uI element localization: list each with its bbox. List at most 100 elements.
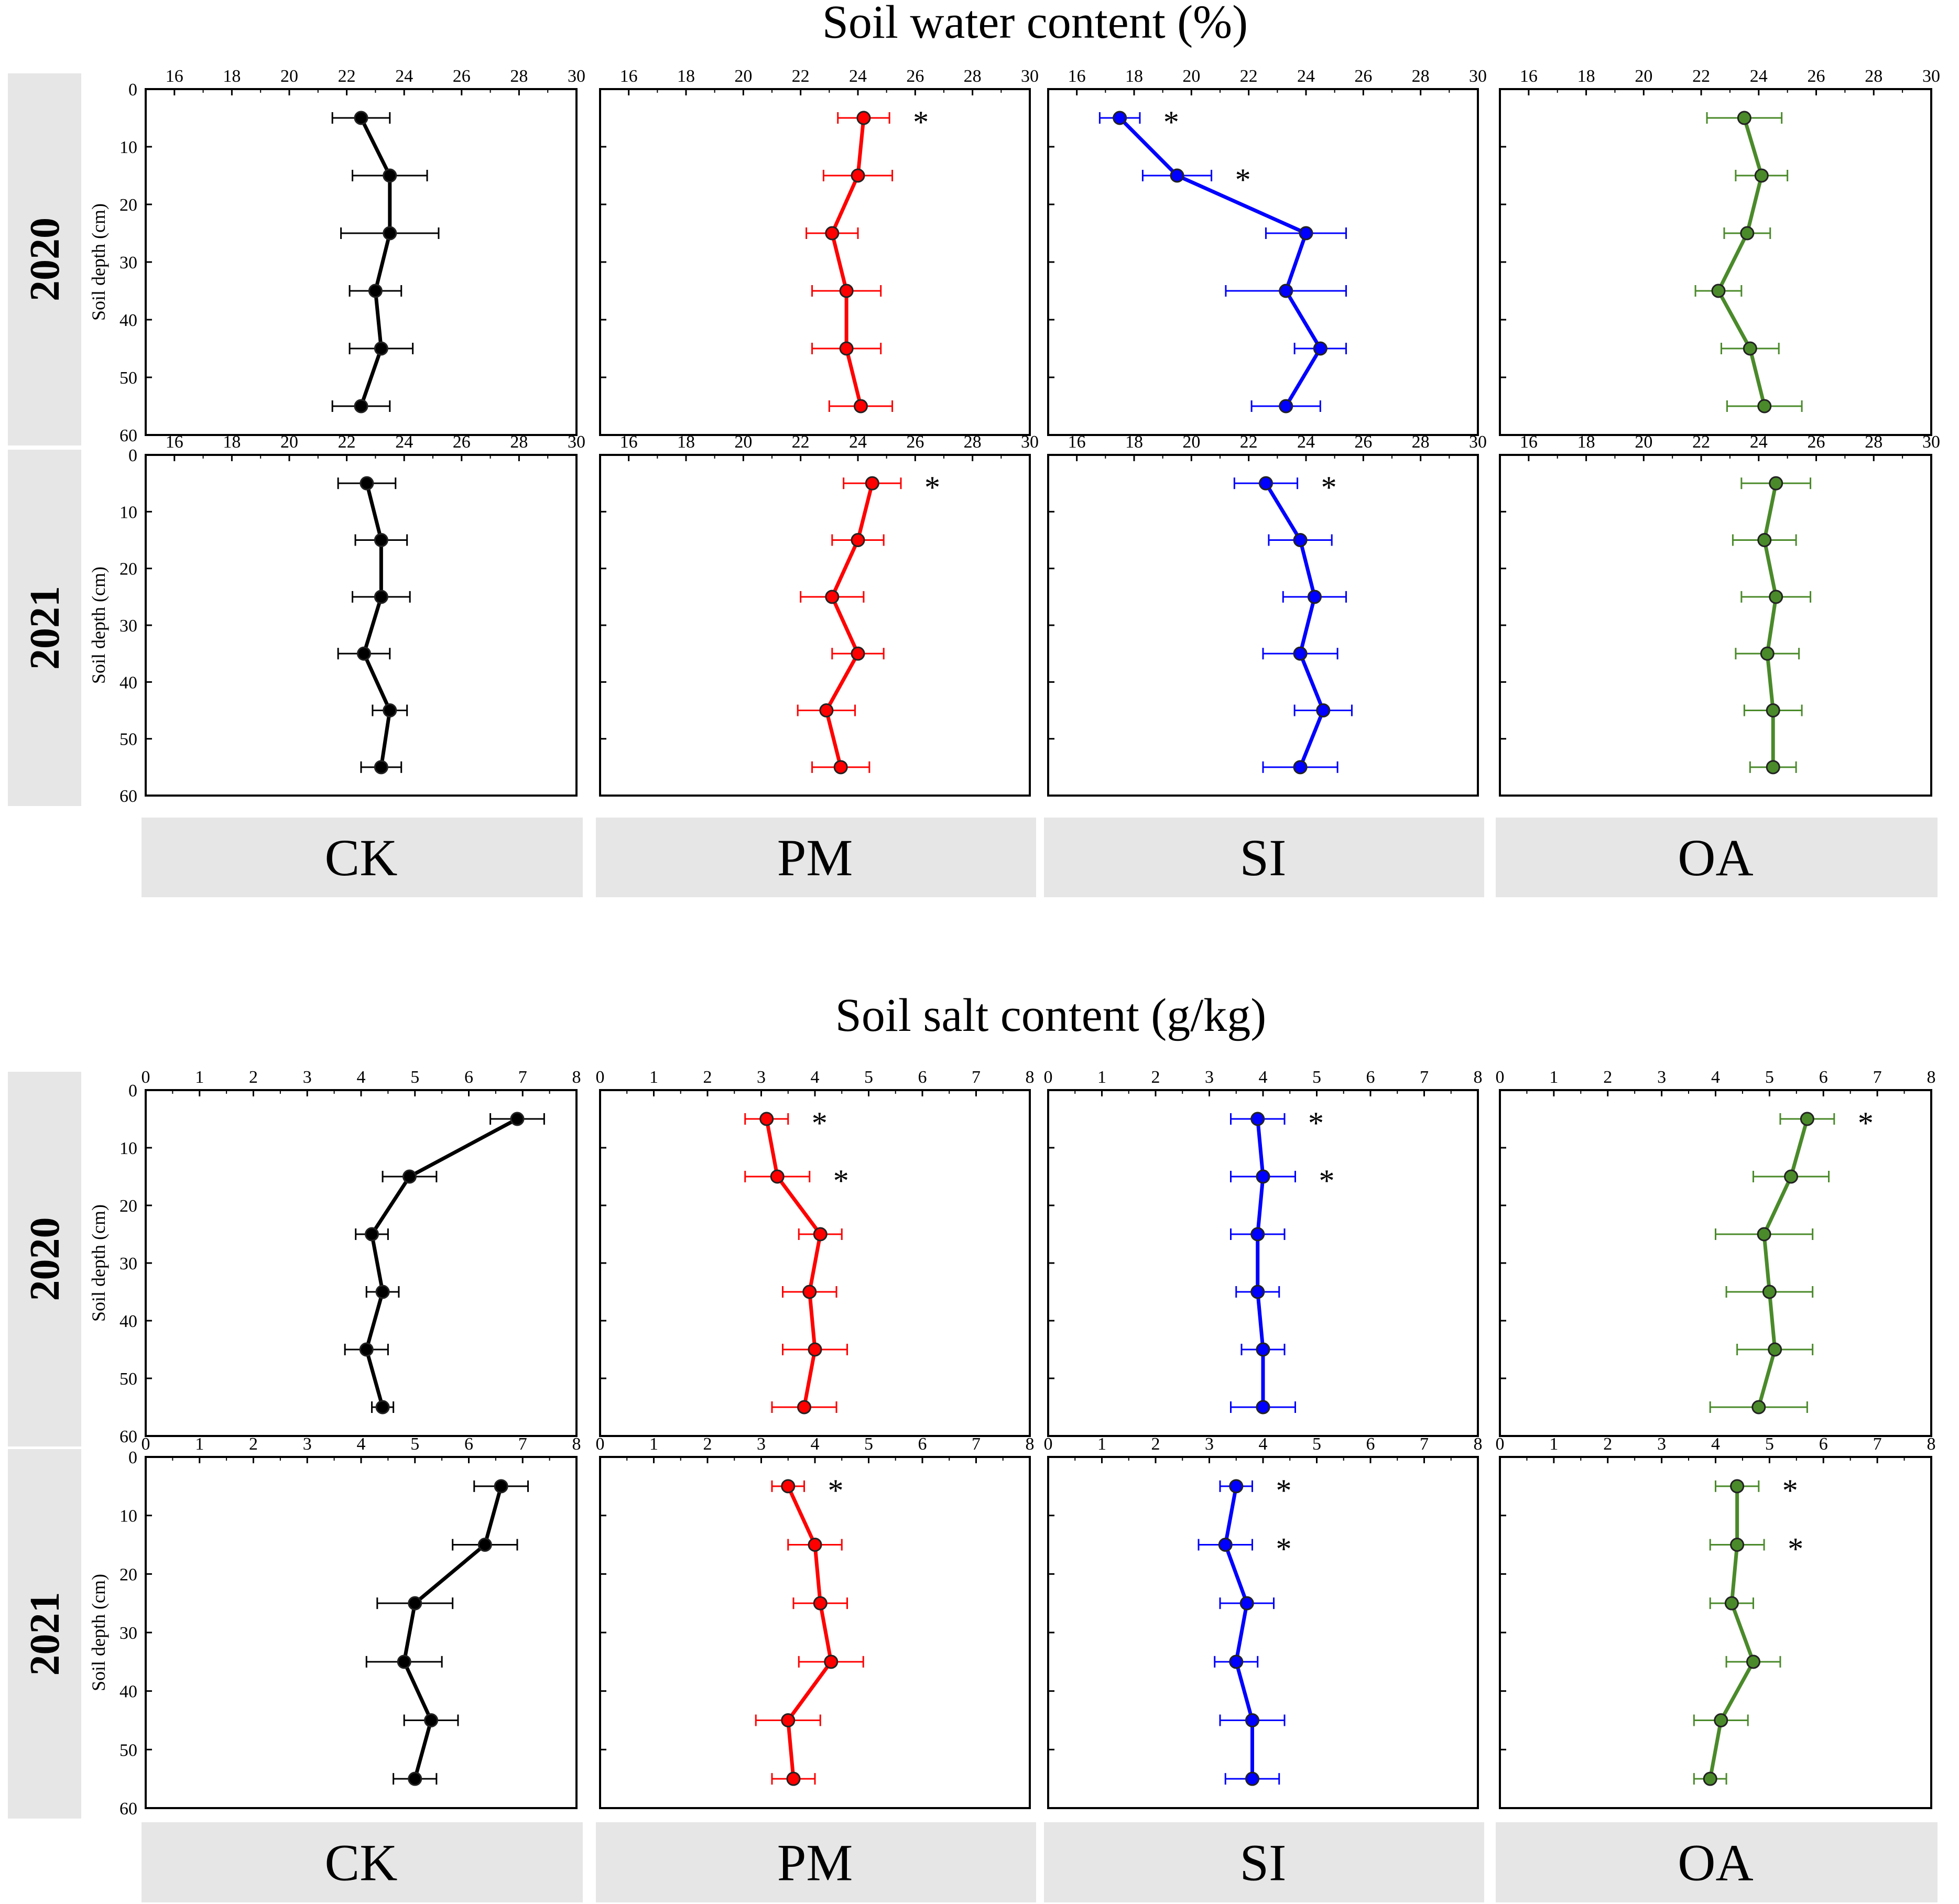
x-tick-label: 26 — [1808, 67, 1825, 86]
x-tick-label: 3 — [303, 1068, 312, 1087]
x-tick-label: 0 — [1044, 1434, 1053, 1454]
treatment-label-pm: PM — [777, 1834, 853, 1892]
treatment-label-pm: PM — [777, 829, 853, 887]
series-line-ck — [359, 117, 392, 407]
panel-si-2020: 0 1 2 3 4 5 6 7 8 * * — [1044, 1068, 1483, 1437]
x-tick-label: 5 — [1765, 1068, 1774, 1087]
plot-frame — [1499, 88, 1932, 436]
x-tick-label: 26 — [453, 67, 471, 86]
data-point — [1769, 476, 1783, 491]
y-tick-label: 0 — [128, 80, 137, 100]
series-line-oa — [1757, 1118, 1809, 1408]
x-tick-label: 0 — [1044, 1068, 1053, 1087]
significance-star: * — [833, 1163, 849, 1198]
data-point — [383, 226, 397, 241]
plot-frame — [145, 88, 578, 436]
x-tick-label: 5 — [410, 1068, 419, 1087]
data-point — [786, 1771, 801, 1786]
x-tick-label: 22 — [1692, 67, 1710, 86]
year-label-2021: 2021 — [22, 1592, 68, 1676]
data-point — [839, 284, 854, 298]
y-axis-label: Soil depth (cm) — [88, 1574, 109, 1691]
data-point — [1256, 1400, 1270, 1415]
data-point — [374, 760, 388, 775]
x-tick-label: 20 — [1635, 67, 1652, 86]
x-tick-label: 26 — [1354, 432, 1372, 452]
data-point — [833, 760, 848, 775]
y-tick-label: 20 — [119, 195, 137, 215]
y-tick-label: 50 — [119, 368, 137, 388]
x-tick-label: 4 — [811, 1068, 820, 1087]
data-point — [1256, 1342, 1270, 1357]
data-point — [808, 1342, 822, 1357]
x-tick-label: 28 — [1412, 432, 1430, 452]
x-tick-label: 4 — [357, 1068, 366, 1087]
panel-oa-2020: 16 18 20 22 24 26 28 30 — [1499, 67, 1940, 436]
plot-frame — [145, 454, 578, 797]
data-point — [1229, 1655, 1244, 1669]
data-point — [1256, 1169, 1270, 1184]
treatment-label-ck: CK — [325, 829, 398, 887]
x-tick-label: 18 — [1125, 67, 1143, 86]
x-tick-label: 1 — [649, 1434, 658, 1454]
data-point — [360, 476, 374, 491]
x-tick-label: 20 — [1182, 67, 1200, 86]
x-tick-label: 22 — [792, 67, 810, 86]
series-line-si — [1118, 116, 1322, 407]
series-line-si — [1223, 1486, 1254, 1779]
x-tick-label: 18 — [1125, 432, 1143, 452]
panel-ck-2021: 0 1 2 3 4 5 6 7 8 0 10 20 30 40 50 60 Soil depth (cm) — [88, 1434, 581, 1819]
x-tick-label: 26 — [906, 67, 924, 86]
data-point — [1757, 399, 1772, 414]
x-tick-label: 6 — [464, 1434, 473, 1454]
x-tick-label: 28 — [1412, 67, 1430, 86]
x-tick-label: 30 — [1021, 67, 1039, 86]
x-tick-label: 16 — [166, 67, 183, 86]
x-tick-label: 5 — [864, 1434, 873, 1454]
y-tick-label: 10 — [119, 1139, 137, 1158]
x-tick-label: 2 — [1151, 1434, 1160, 1454]
data-point — [408, 1771, 422, 1786]
treatment-label-si: SI — [1240, 1834, 1287, 1892]
data-point — [1711, 284, 1726, 298]
data-point — [1229, 1479, 1244, 1494]
significance-star: * — [1235, 162, 1251, 197]
data-point — [1746, 1655, 1761, 1669]
x-tick-label: 0 — [142, 1434, 150, 1454]
x-tick-label: 2 — [1603, 1068, 1612, 1087]
x-tick-label: 20 — [734, 432, 752, 452]
data-point — [354, 111, 368, 125]
data-point — [1730, 1479, 1745, 1494]
data-point — [402, 1169, 417, 1184]
year-band — [8, 1449, 81, 1819]
data-point — [1703, 1771, 1717, 1786]
x-tick-label: 22 — [338, 432, 356, 452]
series-line-ck — [364, 1117, 518, 1408]
panel-pm-2021: 0 1 2 3 4 5 6 7 8 * — [596, 1434, 1035, 1809]
x-tick-label: 7 — [1420, 1068, 1429, 1087]
y-tick-label: 60 — [119, 787, 137, 806]
x-tick-label: 26 — [1808, 432, 1825, 452]
year-label-2020: 2020 — [22, 1217, 68, 1301]
data-point — [1751, 1400, 1766, 1415]
x-tick-label: 4 — [811, 1434, 820, 1454]
significance-star: * — [1858, 1106, 1874, 1140]
plot-frame — [599, 88, 1031, 436]
data-point — [1258, 476, 1273, 491]
data-point — [477, 1538, 492, 1552]
data-point — [781, 1713, 796, 1727]
treatment-band — [596, 818, 1036, 897]
x-tick-label: 28 — [510, 432, 528, 452]
x-tick-label: 8 — [1474, 1434, 1483, 1454]
data-point — [375, 1400, 390, 1415]
y-tick-label: 60 — [119, 1799, 137, 1819]
data-point — [1245, 1771, 1259, 1786]
significance-star: * — [1308, 1106, 1324, 1140]
panel-pm-2020: 16 18 20 22 24 26 28 30 * — [599, 67, 1039, 436]
y-tick-label: 40 — [119, 311, 137, 330]
data-point — [424, 1713, 439, 1727]
y-tick-label: 30 — [119, 1254, 137, 1274]
significance-star: * — [828, 1473, 844, 1508]
y-tick-label: 40 — [119, 673, 137, 692]
treatment-band — [142, 818, 583, 897]
